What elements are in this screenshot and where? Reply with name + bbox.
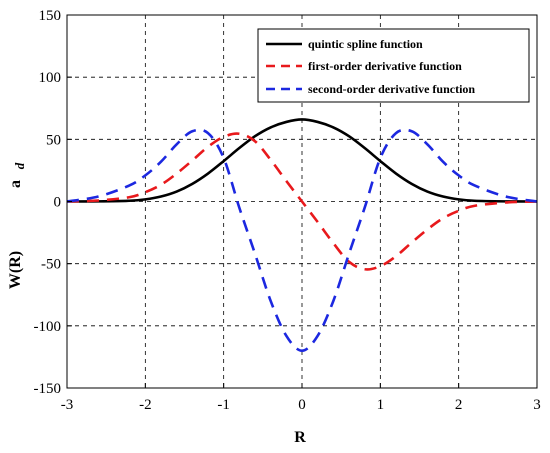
y-tick-label: -150 — [34, 381, 62, 397]
x-tick-label: 3 — [533, 397, 541, 413]
y-tick-label: -100 — [34, 319, 62, 335]
x-tick-label: -3 — [61, 397, 74, 413]
axis-ticks: -3 -2 -1 0 1 2 3 -150 -100 -50 0 50 100 150 — [34, 8, 541, 413]
x-tick-label: 0 — [298, 397, 306, 413]
y-tick-label: 100 — [39, 70, 62, 86]
legend-box — [257, 28, 530, 103]
series-lines — [66, 118, 538, 353]
series-first-derivative — [66, 132, 538, 271]
x-axis-title: R — [294, 429, 306, 446]
y-tick-label: -50 — [41, 257, 61, 273]
legend: quintic spline function first-order deri… — [257, 28, 530, 103]
x-tick-label: -2 — [139, 397, 152, 413]
y-axis-title: W(R) — [7, 251, 24, 289]
y-tick-label: 150 — [39, 8, 62, 24]
x-tick-label: 1 — [377, 397, 385, 413]
y-axis-subscript-d: d — [12, 162, 27, 169]
series-quintic-spline — [66, 118, 538, 203]
series-second-derivative — [66, 128, 538, 353]
y-tick-label: 0 — [54, 195, 62, 211]
y-axis-title-group: W(R) a d — [7, 162, 27, 289]
legend-label-second-order: second-order derivative function — [308, 82, 475, 96]
x-tick-label: -1 — [217, 397, 230, 413]
y-tick-label: 50 — [46, 132, 61, 148]
legend-label-first-order: first-order derivative function — [308, 59, 462, 73]
y-axis-subscript: a — [7, 180, 24, 188]
legend-label-quintic: quintic spline function — [308, 37, 423, 51]
x-tick-label: 2 — [455, 397, 463, 413]
